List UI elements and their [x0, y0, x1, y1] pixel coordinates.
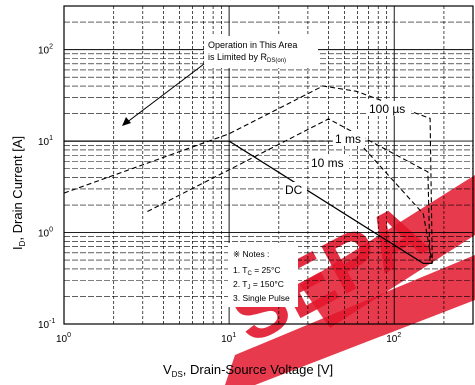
y-tick-label: 102: [38, 44, 53, 57]
x-tick-exp: 1: [232, 332, 236, 339]
label-100us-bg: [367, 101, 411, 116]
x-tick-label: 102: [386, 332, 401, 345]
label-100us: 100 µs: [369, 102, 405, 116]
y-tick-exp: -1: [49, 318, 55, 325]
x-axis-title-sub: DS: [172, 370, 183, 379]
notes-bg: [228, 243, 298, 307]
x-tick-base: 10: [56, 334, 68, 345]
label-10ms: 10 ms: [311, 156, 344, 170]
note-1-value: = 25°C: [252, 265, 281, 275]
note-2: 2. TJ = 150°C: [233, 279, 284, 291]
note-1-sub: C: [248, 271, 253, 277]
y-tick-exp: 0: [49, 227, 53, 234]
note-2-prefix: 2. T: [233, 279, 248, 289]
y-tick-base: 10: [38, 46, 50, 57]
y-tick-label: 100: [38, 227, 53, 240]
rds-annotation-arrow: [125, 63, 205, 124]
x-tick-exp: 2: [397, 332, 401, 339]
y-tick-label: 10-1: [38, 318, 55, 331]
label-10ms-bg: [309, 155, 349, 170]
plot-frame: [63, 5, 474, 325]
series-line-4: [64, 140, 433, 265]
series-line-1: [63, 85, 433, 264]
label-dc: DC: [285, 183, 303, 197]
y-tick-exp: 1: [49, 135, 53, 142]
x-tick-base: 10: [221, 334, 233, 345]
rds-annotation-line2: is Limited by RDS(on): [208, 52, 286, 64]
x-axis-title-rest: , Drain-Source Voltage [V]: [183, 362, 333, 377]
x-axis-title: VDS, Drain-Source Voltage [V]: [163, 362, 333, 379]
rds-annotation-bg: [204, 36, 318, 68]
y-tick-base: 10: [38, 320, 50, 331]
y-axis-title-sub: D: [18, 240, 27, 246]
rds-annotation-line2-sub: DS(on): [267, 58, 286, 64]
label-1ms-bg: [333, 131, 365, 146]
y-tick-exp: 2: [49, 44, 53, 51]
notes-box: ※ Notes : 1. TC = 25°C 2. TJ = 150°C 3. …: [228, 243, 298, 307]
note-1-prefix: 1. T: [233, 265, 248, 275]
rds-annotation-arrowhead: [122, 117, 131, 126]
notes-title: ※ Notes :: [233, 249, 269, 259]
rds-annotation-line2-prefix: is Limited by R: [208, 52, 268, 62]
y-axis-title-rest: , Drain Current [A]: [10, 136, 25, 241]
note-3: 3. Single Pulse: [233, 293, 290, 303]
y-tick-base: 10: [38, 137, 50, 148]
label-dc-bg: [283, 182, 307, 197]
note-1: 1. TC = 25°C: [233, 265, 281, 277]
series-line-3: [302, 140, 433, 264]
note-2-sub: J: [248, 285, 251, 291]
rds-annotation: Operation in This Area is Limited by RDS…: [122, 36, 318, 126]
label-1ms: 1 ms: [335, 132, 361, 146]
rds-annotation-line1: Operation in This Area: [208, 40, 297, 50]
series-lines: [63, 85, 433, 265]
y-tick-base: 10: [38, 229, 50, 240]
y-axis-title: ID, Drain Current [A]: [10, 136, 27, 250]
x-tick-exp: 0: [67, 332, 71, 339]
series-line-2: [147, 118, 431, 264]
x-axis-title-main: V: [163, 362, 172, 377]
x-tick-label: 101: [221, 332, 236, 345]
note-2-value: = 150°C: [251, 279, 284, 289]
watermark-stripe-2: [225, 255, 475, 385]
y-tick-label: 101: [38, 135, 53, 148]
y-axis-title-main: I: [10, 246, 25, 250]
x-tick-base: 10: [386, 334, 398, 345]
x-tick-label: 100: [56, 332, 71, 345]
